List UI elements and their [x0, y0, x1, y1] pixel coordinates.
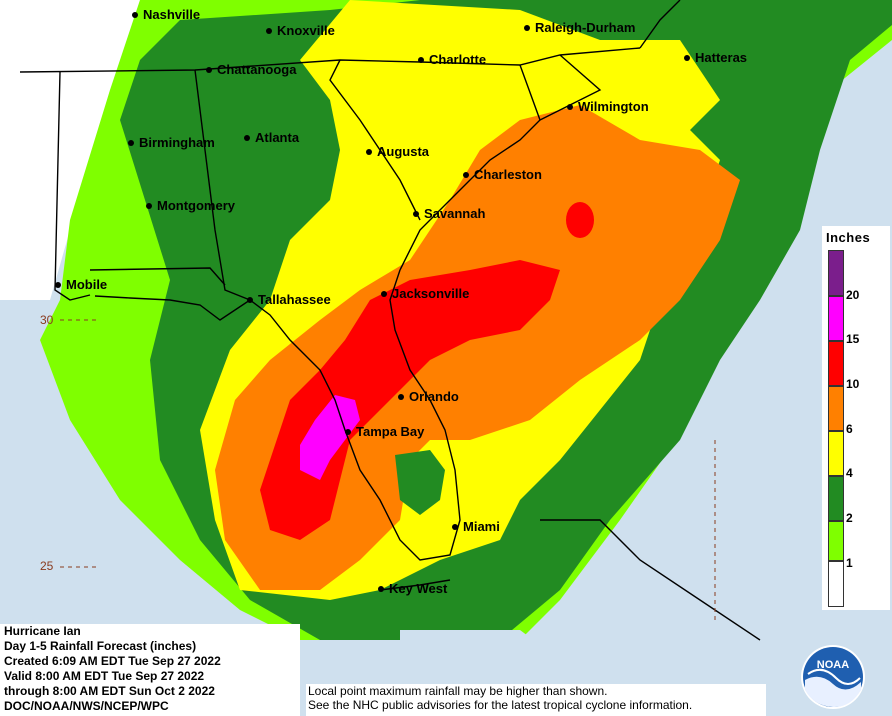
city-dot-icon [55, 281, 61, 288]
city-dot-icon [524, 24, 530, 31]
rain-zone-6in [215, 105, 740, 590]
legend-label-2: 2 [846, 511, 853, 525]
city-dot-icon [463, 171, 469, 178]
city-atlanta: Atlanta [244, 131, 299, 144]
legend-label-1: 1 [846, 556, 853, 570]
city-dot-icon [567, 103, 573, 110]
legend-swatch-1 [828, 521, 844, 561]
city-tampa: Tampa Bay [345, 425, 424, 438]
legend-swatch-10 [828, 341, 844, 386]
source-agency: DOC/NOAA/NWS/NCEP/WPC [4, 699, 169, 713]
city-tallahassee: Tallahassee [247, 293, 331, 306]
legend-swatch-0 [828, 561, 844, 607]
legend-swatch-15 [828, 296, 844, 341]
logo-text: NOAA [817, 659, 849, 671]
legend-label-15: 15 [846, 332, 860, 346]
rain-zone-15in [300, 395, 360, 480]
city-dot-icon [452, 523, 458, 530]
city-dot-icon [247, 296, 253, 303]
city-dot-icon [345, 428, 351, 435]
legend-label-20: 20 [846, 288, 860, 302]
city-raleigh: Raleigh-Durham [524, 21, 635, 34]
city-dot-icon [418, 56, 424, 63]
city-dot-icon [132, 11, 138, 18]
city-montgomery: Montgomery [146, 199, 235, 212]
forecast-info-box: Hurricane Ian Day 1-5 Rainfall Forecast … [0, 624, 300, 716]
forecast-title: Day 1-5 Rainfall Forecast (inches) [4, 639, 197, 653]
valid-start: Valid 8:00 AM EDT Tue Sep 27 2022 [4, 669, 205, 683]
legend-label-6: 6 [846, 422, 853, 436]
storm-name: Hurricane Ian [4, 624, 81, 638]
city-hatteras: Hatteras [684, 51, 747, 64]
legend-label-4: 4 [846, 466, 853, 480]
city-dot-icon [244, 134, 250, 141]
city-nashville: Nashville [132, 8, 200, 21]
city-jacksonville: Jacksonville [381, 287, 469, 300]
city-orlando: Orlando [398, 390, 459, 403]
city-mobile: Mobile [55, 278, 107, 291]
lat-30-label: 30 [40, 313, 54, 327]
city-miami: Miami [452, 520, 500, 533]
legend-swatch-20 [828, 250, 844, 296]
legend: Inches 20 15 10 6 4 2 1 [822, 226, 890, 610]
disclaimer-line-2: See the NHC public advisories for the la… [308, 698, 693, 712]
city-savannah: Savannah [413, 207, 485, 220]
city-dot-icon [381, 290, 387, 297]
city-chattanooga: Chattanooga [206, 63, 296, 76]
legend-swatch-6 [828, 386, 844, 431]
legend-swatch-4 [828, 431, 844, 476]
city-wilmington: Wilmington [567, 100, 649, 113]
city-dot-icon [266, 27, 272, 34]
noaa-logo-icon: NOAA [801, 645, 865, 709]
legend-label-10: 10 [846, 377, 860, 391]
city-dot-icon [684, 54, 690, 61]
city-birmingham: Birmingham [128, 136, 215, 149]
city-dot-icon [413, 210, 419, 217]
city-dot-icon [128, 139, 134, 146]
disclaimer-line-1: Local point maximum rainfall may be high… [308, 684, 608, 698]
city-dot-icon [378, 585, 384, 592]
legend-swatch-2 [828, 476, 844, 521]
lat-25-label: 25 [40, 559, 54, 573]
valid-end: through 8:00 AM EDT Sun Oct 2 2022 [4, 684, 215, 698]
city-dot-icon [206, 66, 212, 73]
city-charlotte: Charlotte [418, 53, 486, 66]
city-knoxville: Knoxville [266, 24, 335, 37]
city-augusta: Augusta [366, 145, 429, 158]
city-dot-icon [146, 202, 152, 209]
city-charleston: Charleston [463, 168, 542, 181]
city-keywest: Key West [378, 582, 447, 595]
disclaimer: Local point maximum rainfall may be high… [306, 684, 766, 716]
legend-title: Inches [826, 230, 871, 245]
rain-zone-10in [260, 260, 560, 540]
city-dot-icon [398, 393, 404, 400]
city-dot-icon [366, 148, 372, 155]
created-time: Created 6:09 AM EDT Tue Sep 27 2022 [4, 654, 221, 668]
